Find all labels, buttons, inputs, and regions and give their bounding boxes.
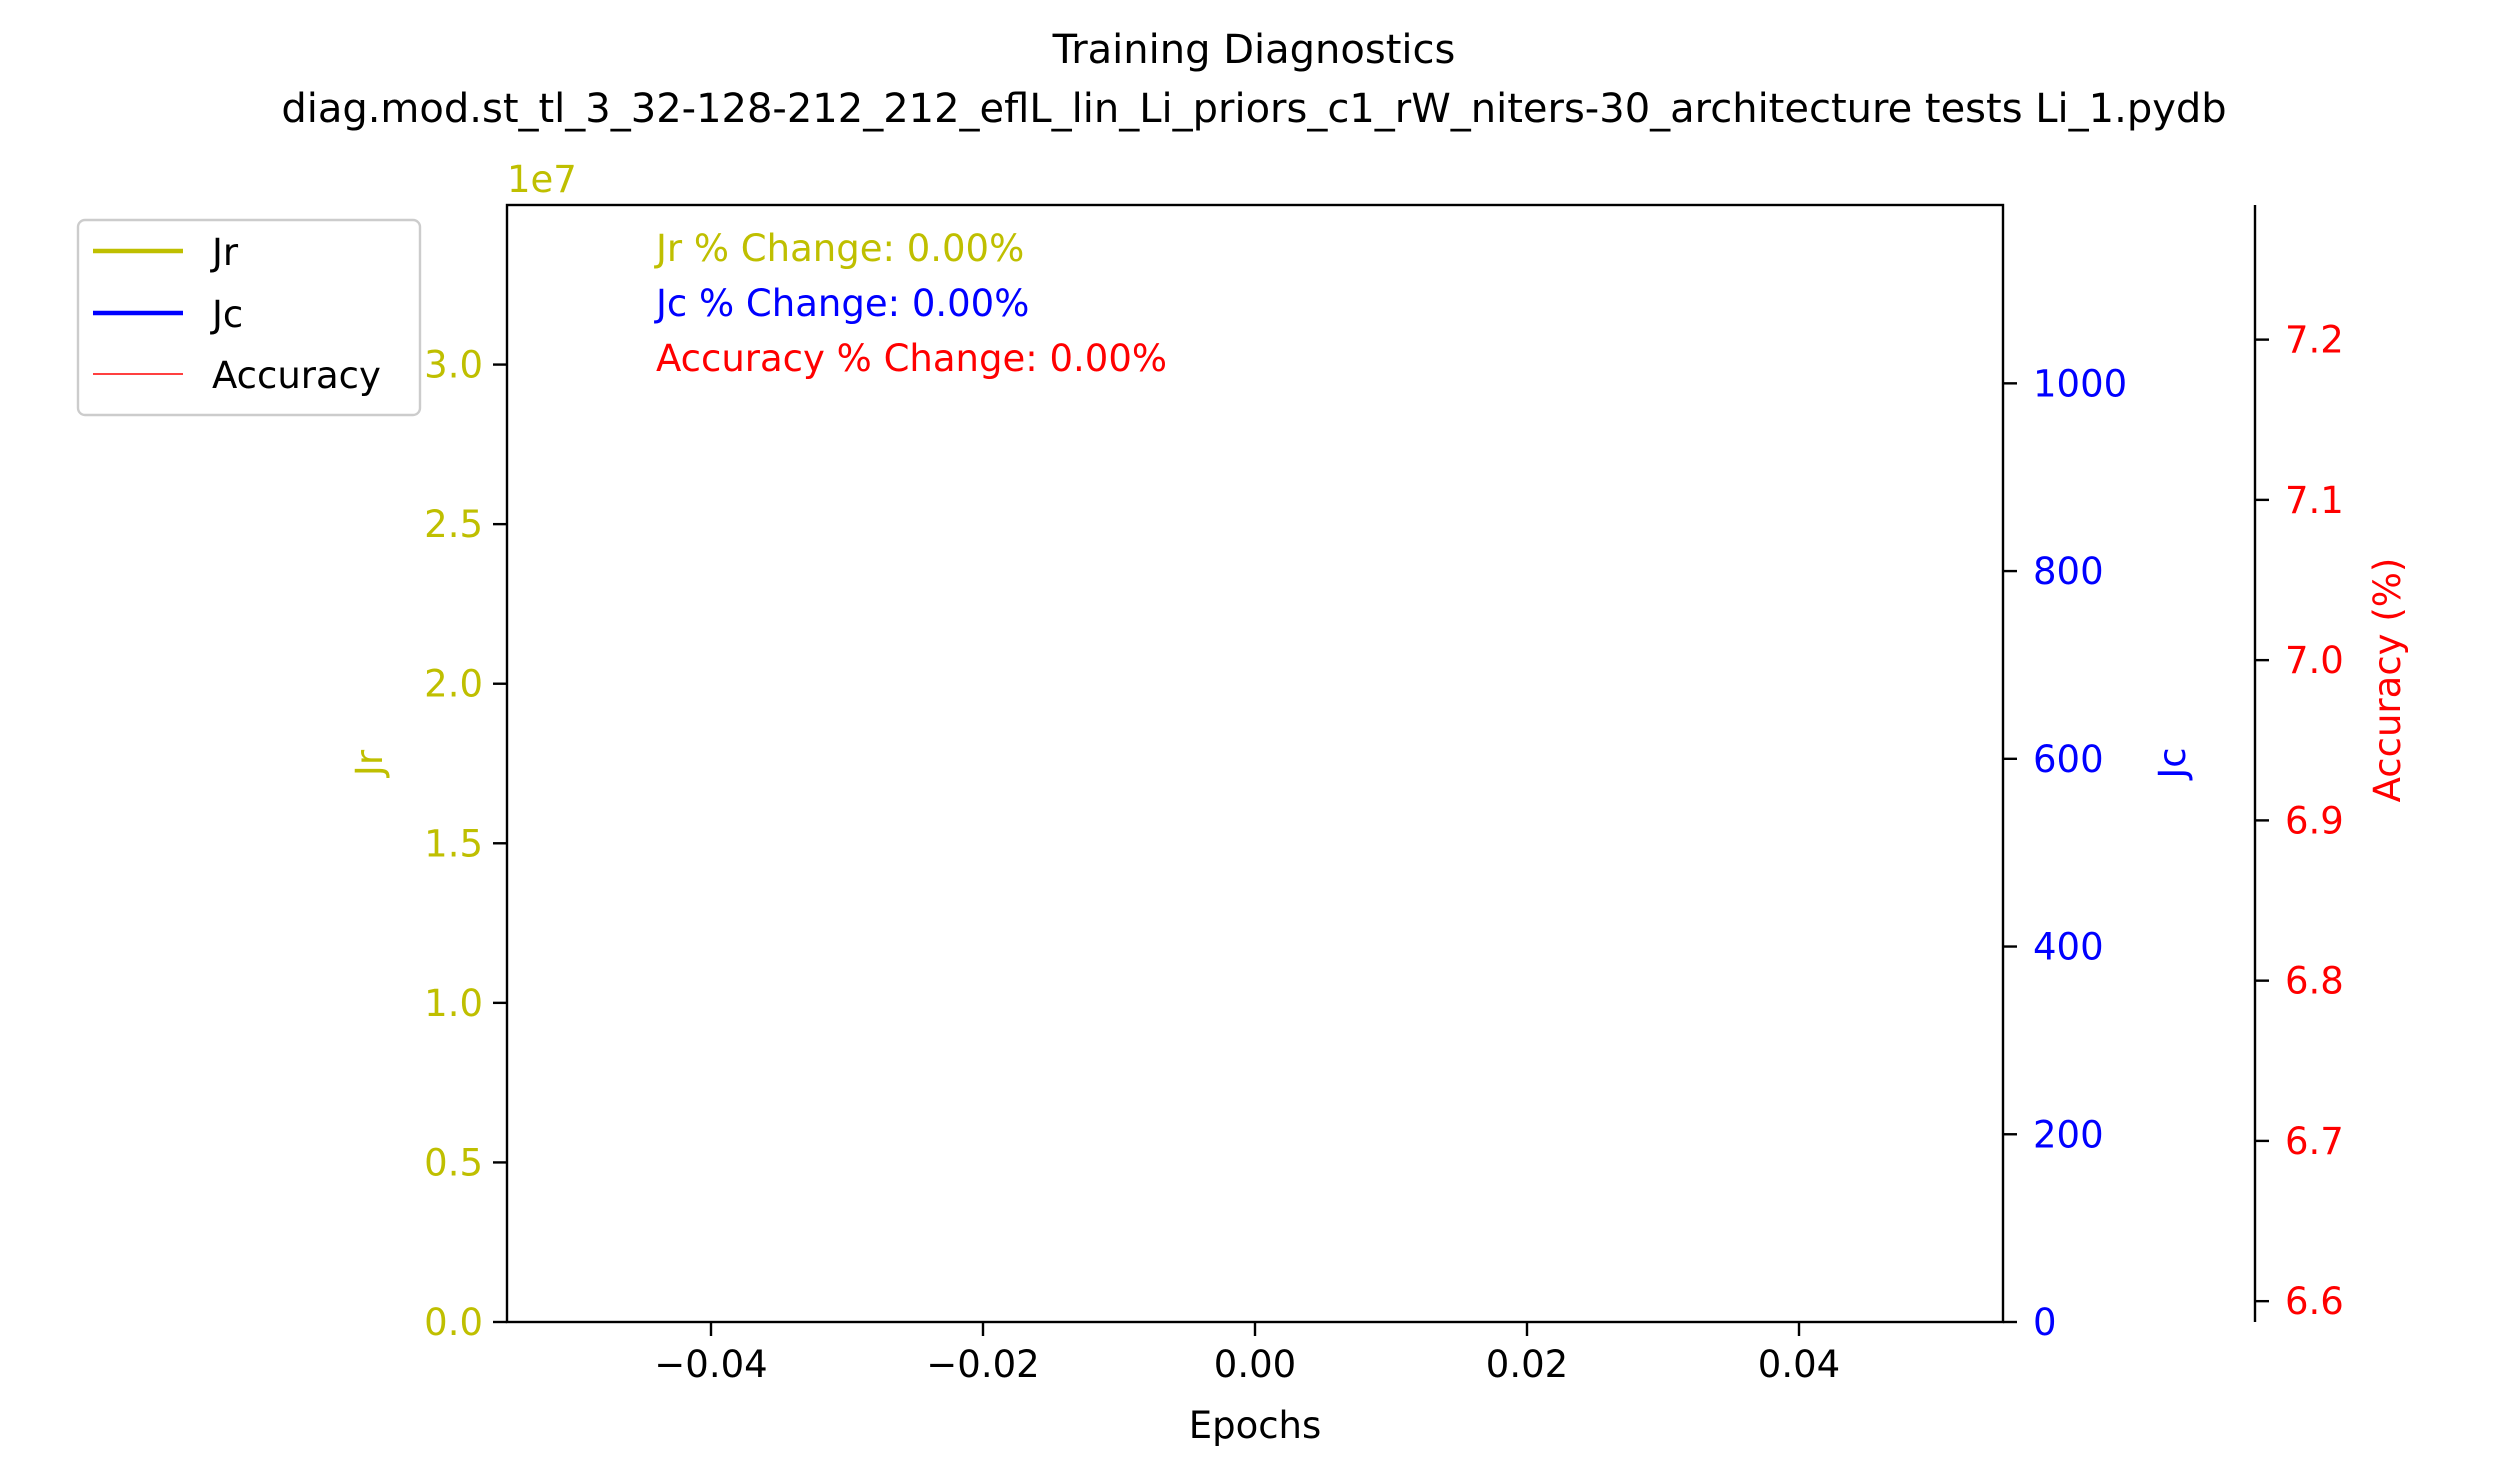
- jc-tick-label: 400: [2033, 926, 2104, 969]
- jr-tick-label: 3.0: [424, 344, 483, 387]
- jc-tick-label: 200: [2033, 1113, 2104, 1156]
- x-axis-ticks: −0.04 −0.02 0.00 0.02 0.04: [654, 1322, 1840, 1386]
- jr-tick-label: 2.0: [424, 663, 483, 706]
- jc-tick-label: 600: [2033, 738, 2104, 781]
- legend-jc-label: Jc: [210, 293, 243, 336]
- jr-tick-label: 0.0: [424, 1301, 483, 1344]
- x-tick-label: 0.02: [1486, 1343, 1568, 1386]
- jc-tick-label: 1000: [2033, 362, 2127, 405]
- jr-tick-label: 1.5: [424, 822, 483, 865]
- accuracy-tick-label: 7.1: [2285, 479, 2344, 522]
- accuracy-change-annotation: Accuracy % Change: 0.00%: [656, 337, 1167, 380]
- jc-tick-label: 0: [2033, 1301, 2057, 1344]
- accuracy-axis-ticks: 6.6 6.7 6.8 6.9 7.0 7.1 7.2: [2255, 319, 2344, 1323]
- jr-axis-offset-label: 1e7: [507, 158, 577, 201]
- jc-change-annotation: Jc % Change: 0.00%: [654, 282, 1029, 325]
- x-axis-label: Epochs: [1189, 1404, 1322, 1447]
- chart-subtitle: diag.mod.st_tl_3_32-128-212_212_eflL_lin…: [281, 86, 2226, 132]
- jr-axis-label: Jr: [348, 749, 391, 778]
- chart-title: Training Diagnostics: [1052, 27, 1456, 73]
- jr-tick-label: 2.5: [424, 503, 483, 546]
- jr-tick-label: 0.5: [424, 1141, 483, 1184]
- jc-tick-label: 800: [2033, 550, 2104, 593]
- jc-axis-label: Jc: [2151, 747, 2194, 780]
- legend-jr-label: Jr: [210, 231, 239, 274]
- x-tick-label: −0.02: [926, 1343, 1039, 1386]
- jr-tick-label: 1.0: [424, 982, 483, 1025]
- legend-box: [76, 218, 422, 417]
- legend: Jr Jc Accuracy: [76, 218, 422, 417]
- accuracy-axis-label: Accuracy (%): [2366, 558, 2409, 803]
- accuracy-tick-label: 6.7: [2285, 1120, 2344, 1163]
- accuracy-tick-label: 6.8: [2285, 960, 2344, 1003]
- jr-change-annotation: Jr % Change: 0.00%: [654, 227, 1024, 270]
- x-tick-label: −0.04: [654, 1343, 767, 1386]
- jc-axis-ticks: 0 200 400 600 800 1000: [2003, 362, 2127, 1344]
- legend-accuracy-label: Accuracy: [212, 354, 381, 397]
- x-tick-label: 0.00: [1214, 1343, 1296, 1386]
- jr-axis-ticks: 0.0 0.5 1.0 1.5 2.0 2.5 3.0: [424, 344, 507, 1344]
- x-tick-label: 0.04: [1758, 1343, 1840, 1386]
- accuracy-tick-label: 7.0: [2285, 639, 2344, 682]
- accuracy-tick-label: 7.2: [2285, 319, 2344, 362]
- accuracy-tick-label: 6.6: [2285, 1280, 2344, 1323]
- accuracy-tick-label: 6.9: [2285, 799, 2344, 842]
